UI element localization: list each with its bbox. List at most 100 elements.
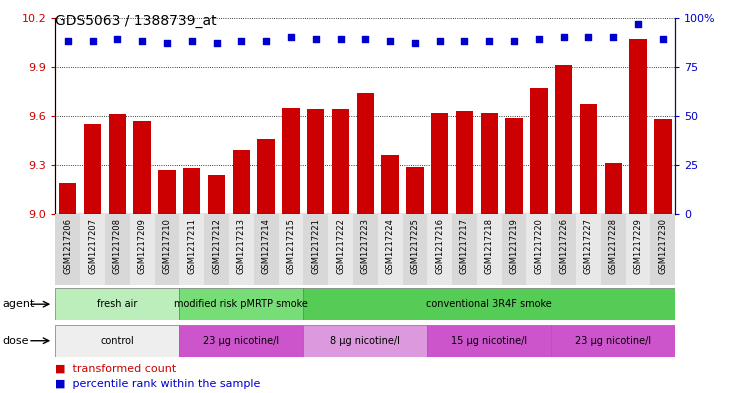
Point [161, 40, 173, 46]
Text: GSM1217207: GSM1217207 [88, 218, 97, 274]
Point [533, 36, 545, 42]
Point [86, 38, 98, 44]
Bar [183, 168, 201, 214]
Text: GSM1217228: GSM1217228 [609, 218, 618, 274]
Point [261, 38, 272, 44]
Bar [229, 214, 254, 285]
Text: control: control [100, 336, 134, 346]
Bar [551, 214, 576, 285]
Text: GSM1217219: GSM1217219 [510, 218, 519, 274]
Bar [232, 150, 250, 214]
Point [62, 38, 74, 44]
Bar [108, 114, 126, 214]
Text: GSM1217210: GSM1217210 [162, 218, 171, 274]
Bar [254, 214, 278, 285]
Bar [130, 214, 154, 285]
Bar [427, 325, 551, 357]
Text: GSM1217230: GSM1217230 [658, 218, 667, 274]
Text: modified risk pMRTP smoke: modified risk pMRTP smoke [174, 299, 308, 309]
Text: GSM1217227: GSM1217227 [584, 218, 593, 274]
Point [137, 38, 148, 44]
Point [508, 38, 520, 44]
Text: GSM1217216: GSM1217216 [435, 218, 444, 274]
Point [384, 38, 396, 44]
Text: GSM1217214: GSM1217214 [262, 218, 271, 274]
Point [334, 36, 346, 42]
Point [558, 34, 570, 40]
Bar [328, 214, 353, 285]
Bar [179, 288, 303, 320]
Bar [654, 119, 672, 214]
Point [409, 40, 421, 46]
Text: GSM1217220: GSM1217220 [534, 218, 543, 274]
Bar [55, 214, 80, 285]
Bar [580, 105, 597, 214]
Bar [506, 118, 523, 214]
Point [632, 20, 644, 27]
Bar [576, 214, 601, 285]
Point [210, 40, 222, 46]
Bar [55, 288, 179, 320]
Text: GSM1217224: GSM1217224 [386, 218, 395, 274]
Bar [134, 121, 151, 214]
Point [111, 36, 123, 42]
Point [359, 36, 371, 42]
Bar [626, 214, 650, 285]
Text: 23 μg nicotine/l: 23 μg nicotine/l [203, 336, 280, 346]
Bar [551, 325, 675, 357]
Text: 15 μg nicotine/l: 15 μg nicotine/l [451, 336, 528, 346]
Bar [303, 288, 675, 320]
Bar [356, 93, 374, 214]
Bar [307, 109, 325, 214]
Bar [650, 214, 675, 285]
Text: agent: agent [2, 299, 35, 309]
Bar [477, 214, 502, 285]
Bar [59, 183, 77, 214]
Bar [158, 170, 176, 214]
Bar [456, 111, 473, 214]
Point [235, 38, 247, 44]
Point [434, 38, 446, 44]
Text: GSM1217221: GSM1217221 [311, 218, 320, 274]
Bar [382, 155, 399, 214]
Text: 8 μg nicotine/l: 8 μg nicotine/l [331, 336, 400, 346]
Text: ■  percentile rank within the sample: ■ percentile rank within the sample [55, 379, 261, 389]
Text: ■  transformed count: ■ transformed count [55, 364, 176, 374]
Bar [431, 113, 449, 214]
Text: GSM1217226: GSM1217226 [559, 218, 568, 274]
Text: GSM1217212: GSM1217212 [212, 218, 221, 274]
Text: GSM1217218: GSM1217218 [485, 218, 494, 274]
Text: GSM1217225: GSM1217225 [410, 218, 419, 274]
Bar [208, 175, 225, 214]
Text: GSM1217217: GSM1217217 [460, 218, 469, 274]
Bar [452, 214, 477, 285]
Text: GSM1217209: GSM1217209 [138, 218, 147, 274]
Point [607, 34, 619, 40]
Text: 23 μg nicotine/l: 23 μg nicotine/l [575, 336, 652, 346]
Text: conventional 3R4F smoke: conventional 3R4F smoke [427, 299, 552, 309]
Bar [555, 65, 573, 214]
Text: GSM1217211: GSM1217211 [187, 218, 196, 274]
Bar [332, 109, 349, 214]
Text: GSM1217206: GSM1217206 [63, 218, 72, 274]
Bar [179, 214, 204, 285]
Text: GSM1217208: GSM1217208 [113, 218, 122, 274]
Bar [55, 325, 179, 357]
Bar [601, 214, 626, 285]
Bar [84, 124, 101, 214]
Text: GSM1217215: GSM1217215 [286, 218, 295, 274]
Text: fresh air: fresh air [97, 299, 137, 309]
Bar [204, 214, 229, 285]
Bar [303, 325, 427, 357]
Bar [630, 39, 646, 214]
Bar [353, 214, 378, 285]
Bar [427, 214, 452, 285]
Bar [258, 139, 275, 214]
Text: GSM1217222: GSM1217222 [336, 218, 345, 274]
Bar [480, 113, 498, 214]
Bar [402, 214, 427, 285]
Bar [530, 88, 548, 214]
Text: GSM1217229: GSM1217229 [634, 218, 643, 274]
Point [483, 38, 495, 44]
Bar [105, 214, 130, 285]
